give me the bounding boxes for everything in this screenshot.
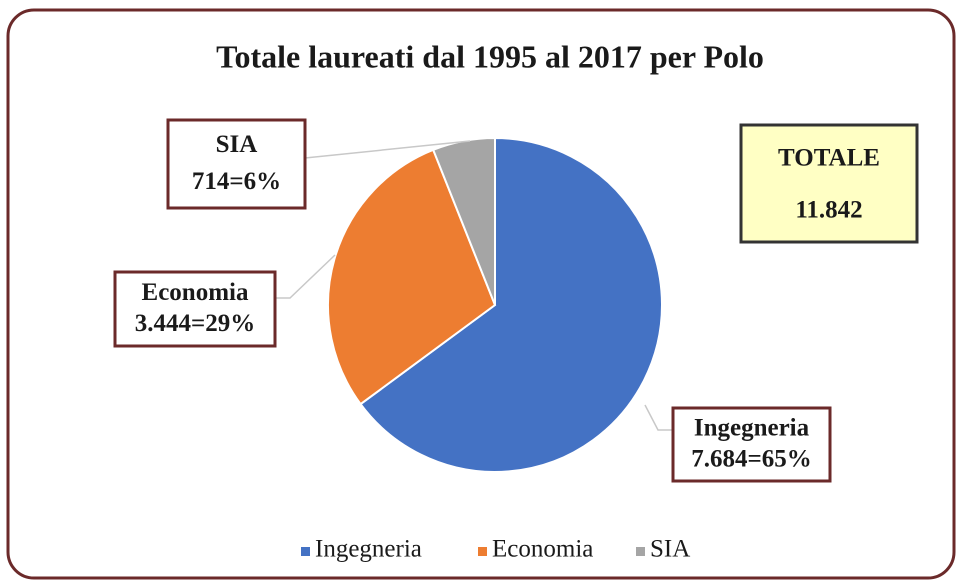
total-box	[739, 123, 919, 244]
data-label-name: Economia	[142, 279, 249, 306]
leader-line	[304, 140, 471, 159]
legend-swatch	[301, 547, 310, 556]
data-label-name: SIA	[216, 131, 258, 158]
total-label: TOTALE	[778, 145, 880, 172]
leader-line	[644, 404, 673, 431]
data-label-box	[113, 270, 277, 348]
pie-slice	[359, 136, 663, 473]
data-label-value: 3.444=29%	[135, 310, 256, 337]
data-label-name: Ingegneria	[694, 415, 810, 442]
legend-label: SIA	[650, 536, 690, 563]
data-label-box	[671, 406, 832, 483]
leader-lines	[275, 140, 673, 431]
legend-label: Economia	[492, 536, 593, 563]
data-label-value: 714=6%	[192, 168, 281, 195]
legend-swatch	[478, 547, 487, 556]
leader-line	[275, 254, 336, 299]
legend-swatch	[636, 547, 645, 556]
pie-slice	[327, 148, 497, 406]
chart-title: Totale laureati dal 1995 al 2017 per Pol…	[216, 38, 764, 74]
data-label-box	[166, 118, 307, 210]
data-label-value: 7.684=65%	[691, 445, 812, 472]
legend-label: Ingegneria	[315, 536, 422, 563]
total-value: 11.842	[795, 197, 862, 224]
